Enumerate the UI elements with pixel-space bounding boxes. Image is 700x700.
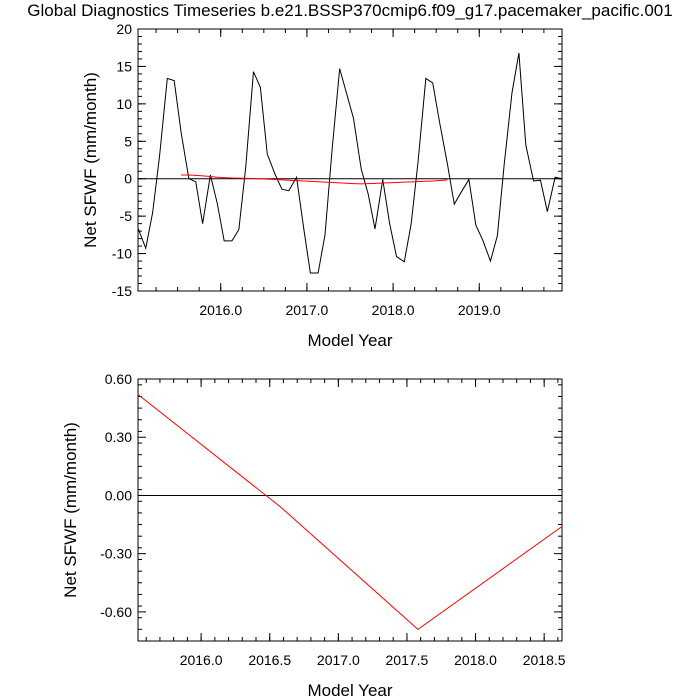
y-axis-title: Net SFWF (mm/month) bbox=[61, 422, 80, 598]
plot-frame bbox=[137, 28, 563, 292]
x-axis-title: Model Year bbox=[307, 331, 392, 350]
y-tick-label: 5 bbox=[124, 133, 132, 149]
x-tick-label: 2016.0 bbox=[180, 652, 223, 668]
y-tick-label: 10 bbox=[116, 96, 132, 112]
y-tick-label: 15 bbox=[116, 58, 132, 74]
chart-panel-2: 2016.0 2016.5 2017.0 2017.5 2018.0 2018.5 -0.6… bbox=[61, 371, 566, 700]
y-tick-label: 0.60 bbox=[105, 371, 132, 387]
x-tick-label: 2017.0 bbox=[317, 652, 360, 668]
x-tick-label: 2017.5 bbox=[386, 652, 429, 668]
x-tick-label: 2017.0 bbox=[285, 302, 328, 318]
series-line-1 bbox=[137, 52, 563, 274]
y-tick-label: 0 bbox=[124, 171, 132, 187]
x-tick-label: 2019.0 bbox=[458, 302, 501, 318]
x-tick-label: 2018.0 bbox=[454, 652, 497, 668]
y-tick-label: -5 bbox=[120, 208, 133, 224]
y-tick-label: 20 bbox=[116, 21, 132, 37]
y-tick-label: -0.30 bbox=[100, 546, 132, 562]
y-tick-label: 0.00 bbox=[105, 487, 132, 503]
y-tick-label: -15 bbox=[112, 283, 132, 299]
series-line-2 bbox=[181, 174, 448, 185]
series-line-1 bbox=[137, 394, 563, 630]
chart-panel-1: 2016.0 2017.0 2018.0 2019.0 -15 -10 -5 0 5 10 15 20… bbox=[81, 21, 563, 350]
plot-frame bbox=[137, 378, 563, 642]
y-axis-title: Net SFWF (mm/month) bbox=[81, 72, 100, 248]
y-tick-label: -10 bbox=[112, 246, 132, 262]
x-tick-label: 2018.0 bbox=[372, 302, 415, 318]
y-tick-label: 0.30 bbox=[105, 429, 132, 445]
x-tick-label: 2018.5 bbox=[523, 652, 566, 668]
page-title: Global Diagnostics Timeseries b.e21.BSSP… bbox=[27, 1, 673, 20]
y-tick-label: -0.60 bbox=[100, 604, 132, 620]
x-tick-label: 2016.5 bbox=[248, 652, 291, 668]
x-axis-title: Model Year bbox=[307, 681, 392, 700]
x-tick-label: 2016.0 bbox=[199, 302, 242, 318]
